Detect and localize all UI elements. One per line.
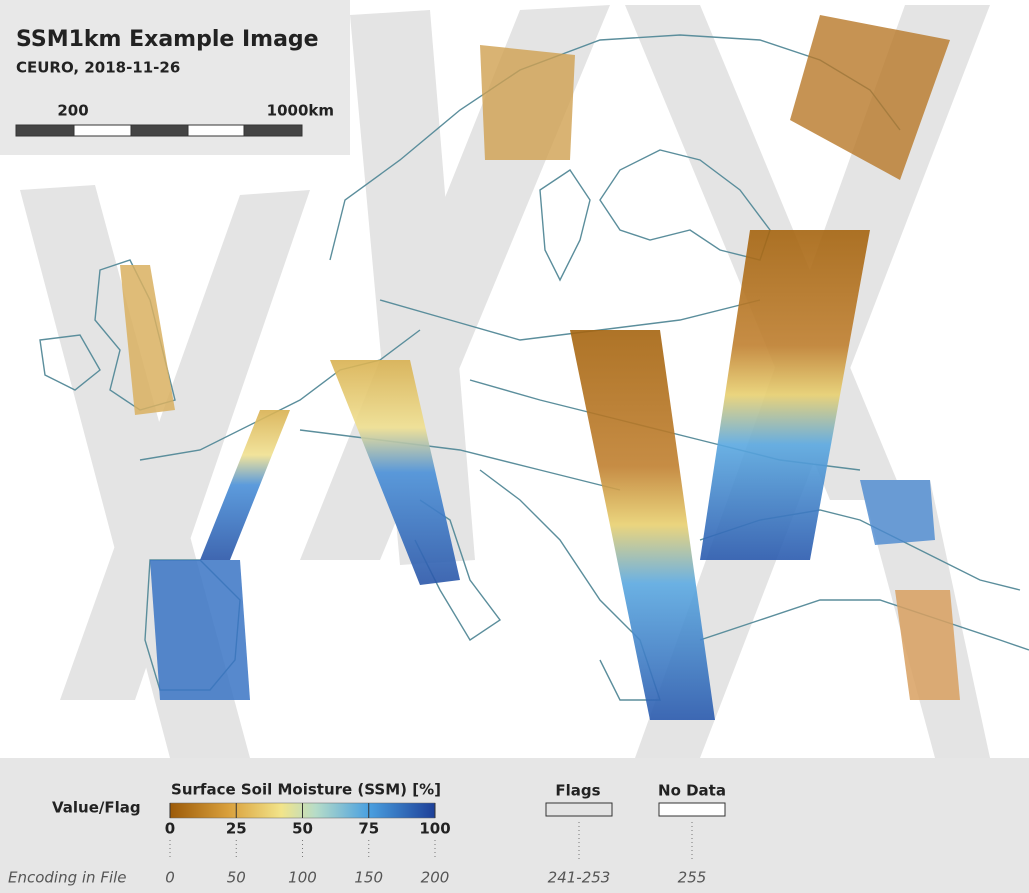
encoding-label: 50: [227, 869, 246, 887]
encoding-label: 0: [165, 869, 175, 887]
legend-encoding-label: Encoding in File: [8, 869, 127, 887]
flags-label: Flags: [555, 782, 600, 800]
colorbar-tick-label: 50: [292, 820, 313, 838]
nodata-swatch: [658, 802, 726, 817]
encoding-label: 100: [288, 869, 317, 887]
legend-row-label: Value/Flag: [52, 799, 141, 817]
legend-panel: [0, 758, 1029, 893]
map-subtitle: CEURO, 2018-11-26: [16, 59, 180, 77]
flags-encoding: 241-253: [548, 869, 611, 887]
encoding-label: 200: [421, 869, 450, 887]
flags-swatch: [545, 802, 613, 817]
colorbar-tick-label: 75: [358, 820, 379, 838]
colorbar-tick-label: 100: [419, 820, 450, 838]
ssm-patches: [120, 15, 960, 720]
colorbar-title: Surface Soil Moisture (SSM) [%]: [171, 781, 441, 799]
scale-label: 200: [57, 102, 88, 120]
scale-bar: [15, 124, 303, 137]
map-title: SSM1km Example Image: [16, 27, 319, 52]
colorbar-tick-label: 0: [165, 820, 175, 838]
colorbar-tick-label: 25: [226, 820, 247, 838]
colorbar-ticks: 0 0 25 50 50 100 75 150 100 200: [165, 803, 451, 887]
nodata-encoding: 255: [678, 869, 707, 887]
scale-label: 1000km: [267, 102, 334, 120]
nodata-label: No Data: [658, 782, 726, 800]
encoding-label: 150: [354, 869, 383, 887]
